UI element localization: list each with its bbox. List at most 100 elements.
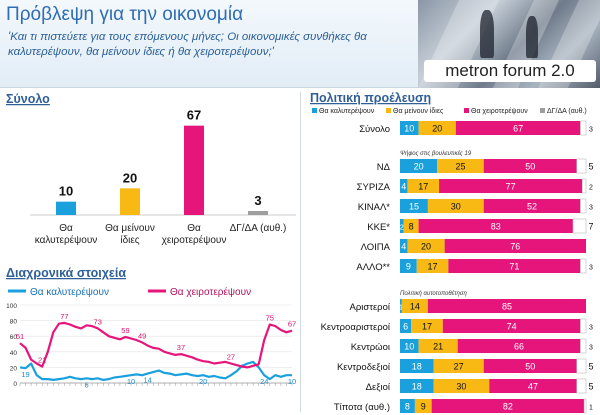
segment-value: 5 [588,362,593,372]
segment-value: 17 [428,262,438,272]
point-label: 59 [121,326,129,335]
segment-worse [431,399,585,413]
category-label: Θα [59,223,73,234]
segment-same [416,259,449,273]
point-label: 20 [199,377,207,386]
point-label: 21 [38,356,46,365]
segment-better [400,339,419,353]
segment-value: 6 [403,322,408,332]
segment-value: 77 [506,182,516,192]
segment-value: 74 [507,322,517,332]
bar-value-label: 10 [59,184,73,199]
series-line-0 [19,360,292,382]
segment-value: 76 [510,242,520,252]
row-label: ΛΟΙΠΑ [361,242,391,253]
segment-dk [572,218,587,234]
point-label: 51 [16,332,24,341]
segment-better [400,299,402,313]
point-label: 75 [266,314,274,323]
y-tick-label: 0 [13,381,17,388]
segment-worse [448,259,581,273]
category-label: Θα [187,223,201,234]
segment-value: 83 [491,222,501,232]
legend-swatch [312,108,317,113]
category-label: χειροτερέψουν [162,234,227,246]
segment-value: 3 [589,325,593,332]
legend-label: Θα χειροτερέψουν [471,107,528,115]
segment-same [433,359,484,373]
segment-value: 1 [589,405,593,412]
segment-value: 4 [401,182,406,192]
point-label: 67 [288,320,296,329]
segment-better [400,239,408,253]
segment-dk [576,158,587,174]
segment-value: 2 [400,225,404,232]
segment-worse [455,121,581,135]
segment-value: 20 [421,242,431,252]
header-banner: Πρόβλεψη για την οικονομία 'Και τι πιστε… [0,0,600,88]
segment-value: 9 [406,262,411,272]
point-label: 77 [60,312,68,321]
segment-worse [489,379,577,393]
segment-value: 30 [456,382,466,392]
segment-same [418,339,458,353]
y-tick-label: 20 [10,365,18,372]
trend-line-chart: Διαχρονικά στοιχεία Θα καλυτερέψουν Θα χει… [6,266,296,389]
bar-1 [120,188,140,215]
chart-title: Διαχρονικά στοιχεία [6,266,126,280]
row-label: Κεντροαριστεροί [321,322,391,333]
segment-value: 18 [412,362,422,372]
legend-label: Θα καλυτερέψουν [30,286,109,298]
segment-value: 47 [528,382,538,392]
legend-label: Θα καλυτερέψουν [319,107,375,115]
segment-better [400,179,408,193]
segment-worse [427,299,586,313]
legend-swatch [386,108,391,113]
photo-figure [480,10,494,58]
segment-dk [576,378,587,394]
segment-value: 2 [589,185,593,192]
group-note: Πολιτική αυτοτοποθέτηση [400,290,467,297]
y-tick-label: 60 [10,334,18,341]
legend-swatch [540,108,545,113]
segment-same [427,199,484,213]
segment-value: 3 [589,127,593,134]
chart-title: Πολιτική προέλευση [310,91,431,105]
point-label: 27 [227,353,235,362]
segment-value: 3 [589,205,593,212]
segment-value: 71 [509,262,519,272]
y-tick-label: 40 [10,350,18,357]
segment-worse [444,239,586,253]
segment-same [418,121,456,135]
segment-value: 3 [589,345,593,352]
segment-better [400,159,438,173]
segment-value: 10 [404,124,414,134]
segment-value: 66 [514,342,524,352]
row-label: Τίποτα (αυθ.) [334,402,390,413]
segment-dk [580,120,587,136]
segment-value: 17 [418,182,428,192]
segment-same [407,239,445,253]
series-line-1 [19,321,293,369]
legend-swatch [464,108,469,113]
segment-value: 8 [405,402,410,412]
segment-value: 50 [525,362,535,372]
point-label: 10 [127,377,135,386]
segment-same [437,159,484,173]
row-label: Αριστεροί [349,302,390,313]
segment-worse [418,219,573,233]
bar-2 [184,125,204,215]
segment-value: 67 [513,124,523,134]
segment-value: 3 [589,265,593,272]
segment-worse [457,339,581,353]
segment-worse [483,359,577,373]
segment-value: 14 [410,302,420,312]
segment-dk [576,358,587,374]
group-note: Ψήφος στις βουλευτικές 19 [400,150,472,157]
segment-same [411,319,443,333]
y-tick-label: 100 [6,303,17,310]
bar-0 [56,201,76,215]
segment-value: 7 [588,222,593,232]
segment-dk [580,198,587,214]
segment-dk [580,318,587,334]
